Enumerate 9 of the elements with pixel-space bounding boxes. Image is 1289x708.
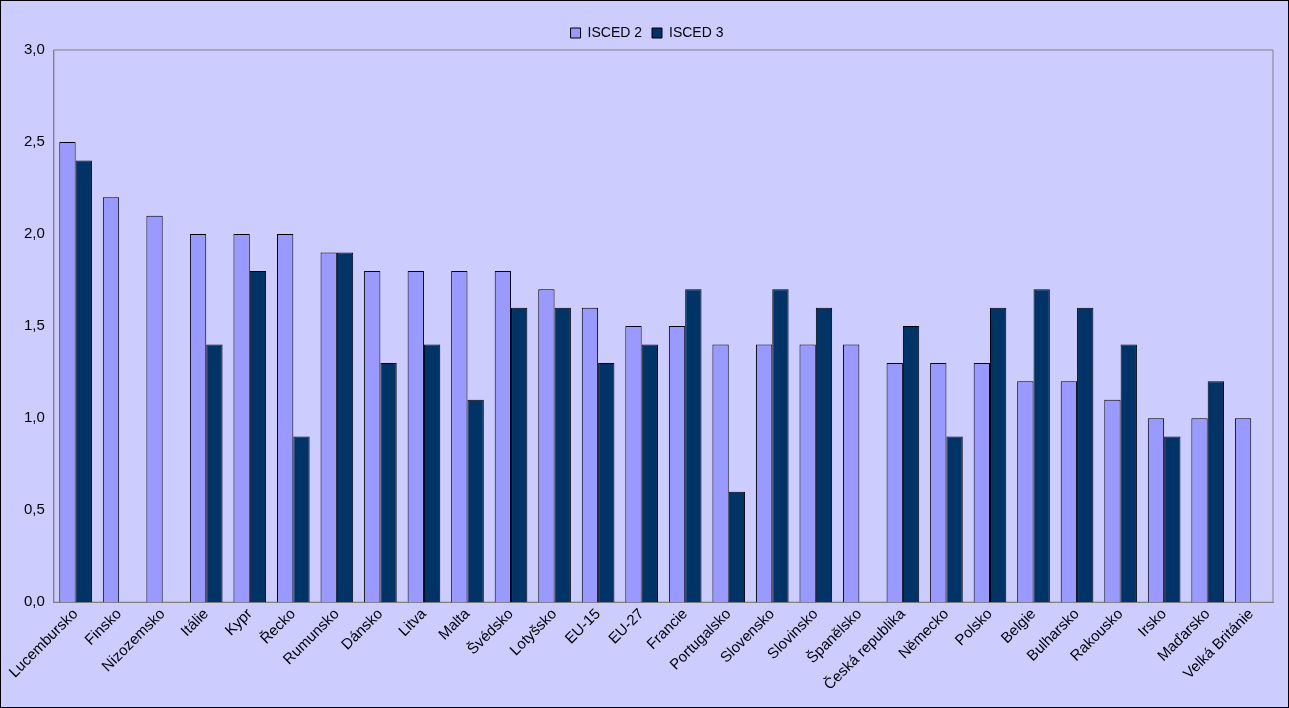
y-tick-label: 0,0 bbox=[23, 592, 45, 610]
y-tick-label: 1,5 bbox=[23, 316, 45, 334]
legend-label: ISCED 2 bbox=[587, 23, 643, 40]
y-tick-label: 2,5 bbox=[23, 132, 45, 150]
legend-label: ISCED 3 bbox=[669, 23, 724, 40]
y-tick-label: 2,0 bbox=[23, 224, 45, 242]
y-tick-label: 1,0 bbox=[23, 408, 45, 426]
y-tick-label: 0,5 bbox=[23, 500, 45, 518]
y-tick-label: 3,0 bbox=[23, 40, 45, 58]
